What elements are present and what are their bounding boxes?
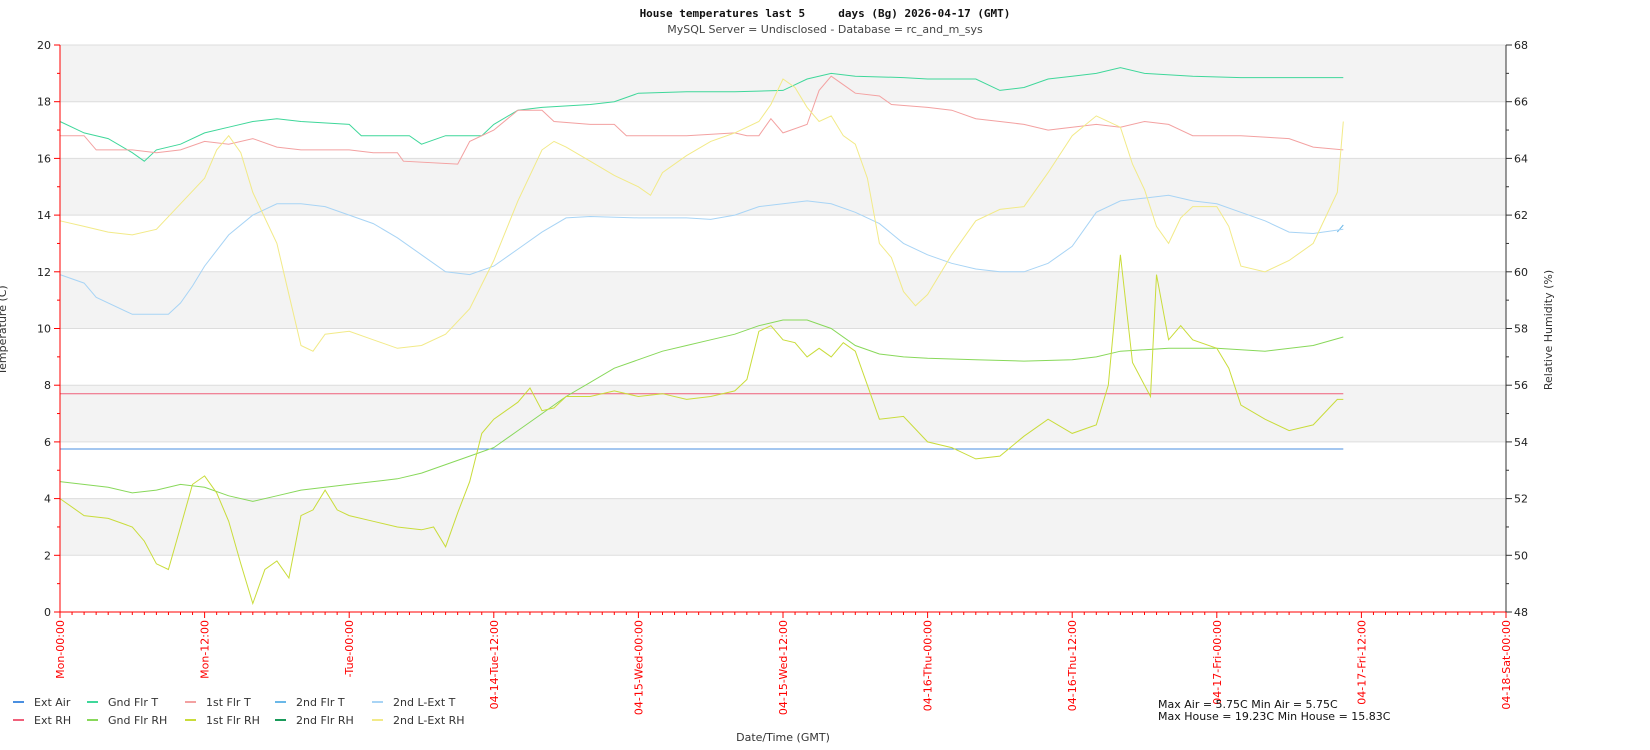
x-tick-label: 04-14-Tue-12:00 [488, 620, 501, 709]
band-1 [60, 498, 1506, 556]
x-tick-label: Mon-00:00 [54, 620, 67, 679]
left-tick-label: 4 [44, 493, 51, 506]
left-tick-label: 16 [37, 152, 51, 165]
band-9 [60, 45, 1506, 102]
series-line-gnd-flr-t [59, 67, 1344, 162]
legend-label: Ext RH [34, 714, 71, 727]
x-tick-label: 04-16-Thu-00:00 [922, 620, 935, 711]
x-tick-label: -Tue-00:00 [343, 620, 356, 677]
y2-axis-label: Relative Humidity (%) [1542, 270, 1555, 390]
legend-label: 2nd Flr RH [296, 714, 354, 727]
band-3 [60, 385, 1506, 442]
legend-label: Ext Air [34, 696, 71, 709]
band-0 [60, 555, 1506, 612]
series-line-2nd-l-ext-t [59, 194, 1344, 315]
x-tick-label: Mon-12:00 [199, 620, 212, 679]
right-axis-ticks: 48 50 52 54 56 58 60 62 64 66 68 [1506, 39, 1528, 619]
left-tick-label: 20 [37, 39, 51, 52]
left-axis-ticks: 0 2 4 6 8 10 12 14 16 18 20 [37, 39, 60, 619]
band-6 [60, 215, 1506, 272]
legend: Ext Air Ext RH Gnd Flr T Gnd Flr RH 1st Flr … [13, 696, 465, 727]
right-tick-label: 68 [1514, 39, 1528, 52]
x-axis-label: Date/Time (GMT) [736, 731, 830, 744]
right-tick-label: 48 [1514, 606, 1528, 619]
left-tick-label: 8 [44, 379, 51, 392]
y-axis-label: Temperature (C) [0, 285, 9, 375]
x-tick-label: 04-18-Sat-00:00 [1500, 620, 1513, 710]
band-8 [60, 101, 1506, 159]
right-tick-label: 52 [1514, 493, 1528, 506]
series-line-2nd-l-ext-rh [59, 78, 1344, 352]
right-tick-label: 66 [1514, 96, 1528, 109]
x-tick-label: 04-15-Wed-12:00 [777, 620, 790, 715]
chart-title: House temperatures last 5 days (Bg) 2026… [640, 7, 1011, 20]
right-tick-label: 50 [1514, 549, 1528, 562]
left-tick-label: 10 [37, 323, 51, 336]
band-7 [60, 158, 1506, 216]
right-tick-label: 56 [1514, 379, 1528, 392]
series-line-1st-flr-rh [59, 254, 1344, 606]
left-tick-label: 18 [37, 96, 51, 109]
x-tick-label: 04-17-Fri-00:00 [1211, 620, 1224, 705]
chart-subtitle: MySQL Server = Undisclosed - Database = … [667, 23, 983, 36]
series-line-gnd-flr-rh [59, 319, 1344, 502]
stats-line-house: Max House = 19.23C Min House = 15.83C [1158, 710, 1391, 723]
legend-label: 2nd Flr T [296, 696, 345, 709]
left-tick-label: 6 [44, 436, 51, 449]
series-line-1st-flr-t [60, 75, 1344, 165]
legend-label: Gnd Flr T [108, 696, 158, 709]
series-line-2nd-flr-t [1336, 224, 1344, 233]
series-layer [59, 67, 1344, 606]
stats-block: Max Air = 5.75C Min Air = 5.75C Max Hous… [1158, 698, 1391, 723]
band-4 [60, 328, 1506, 386]
right-tick-label: 54 [1514, 436, 1528, 449]
legend-label: 1st Flr RH [206, 714, 260, 727]
legend-label: Gnd Flr RH [108, 714, 167, 727]
right-tick-label: 60 [1514, 266, 1528, 279]
x-axis-ticks: Mon-00:00 Mon-12:00 -Tue-00:00 04-14-Tue-12… [54, 612, 1513, 715]
legend-label: 2nd L-Ext RH [393, 714, 465, 727]
background-bands [60, 45, 1506, 612]
right-tick-label: 62 [1514, 209, 1528, 222]
right-tick-label: 58 [1514, 323, 1528, 336]
left-tick-label: 2 [44, 549, 51, 562]
left-tick-label: 0 [44, 606, 51, 619]
band-2 [60, 441, 1506, 499]
legend-label: 1st Flr T [206, 696, 251, 709]
x-tick-label: 04-15-Wed-00:00 [632, 620, 645, 715]
x-tick-label: 04-17-Fri-12:00 [1355, 620, 1368, 705]
legend-label: 2nd L-Ext T [393, 696, 456, 709]
band-5 [60, 271, 1506, 329]
right-tick-label: 64 [1514, 152, 1528, 165]
left-tick-label: 14 [37, 209, 51, 222]
x-tick-label: 04-16-Thu-12:00 [1066, 620, 1079, 711]
stats-line-air: Max Air = 5.75C Min Air = 5.75C [1158, 698, 1338, 711]
left-tick-label: 12 [37, 266, 51, 279]
